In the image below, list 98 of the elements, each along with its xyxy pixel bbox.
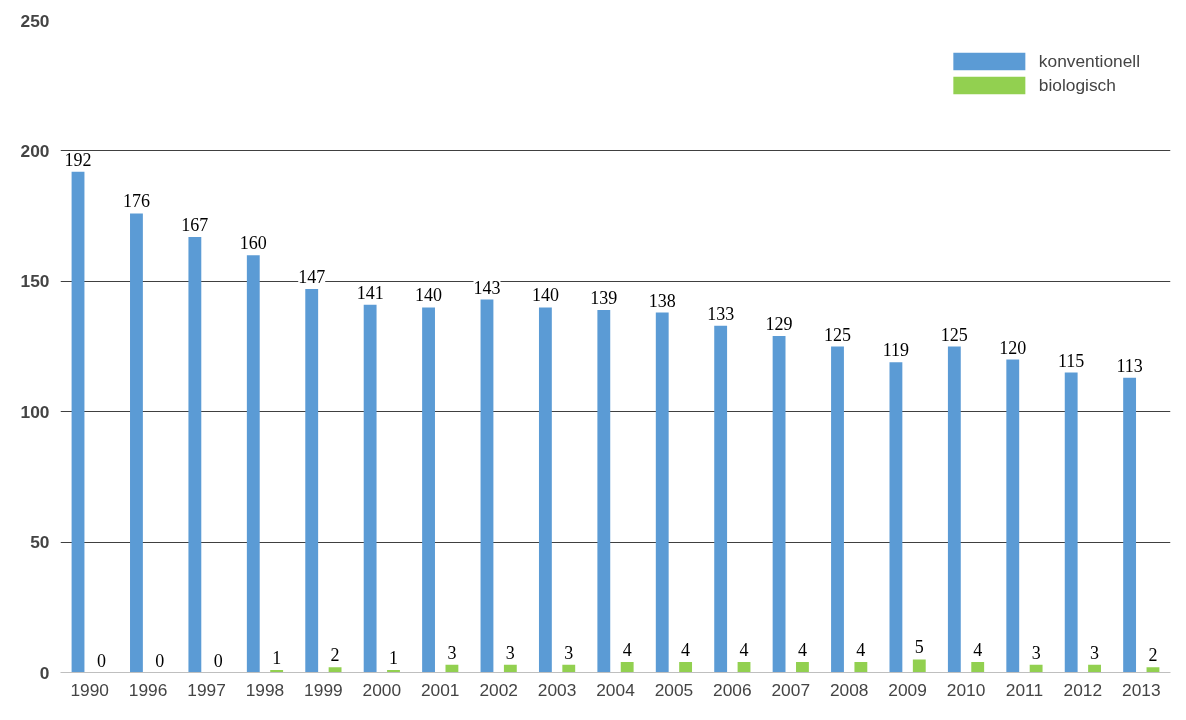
data-label: 143 — [473, 277, 501, 298]
bar — [714, 325, 728, 673]
data-label: 2 — [330, 645, 340, 666]
data-label: 0 — [96, 650, 106, 671]
bar — [503, 664, 517, 673]
data-label: 0 — [213, 650, 223, 671]
bar — [772, 336, 786, 673]
y-tick-label: 50 — [30, 532, 50, 553]
data-label: 5 — [914, 637, 924, 658]
data-label: 160 — [239, 233, 267, 254]
x-tick-label: 2006 — [713, 679, 752, 700]
x-tick-label: 2003 — [537, 679, 577, 700]
bar — [620, 662, 634, 673]
bar — [71, 171, 85, 673]
x-tick-label: 2004 — [596, 679, 636, 700]
data-label: 125 — [940, 324, 968, 345]
data-label: 4 — [973, 640, 983, 661]
x-tick-label: 2011 — [1005, 679, 1044, 700]
data-label: 140 — [415, 285, 443, 306]
x-tick-label: 2008 — [829, 679, 869, 700]
bar — [889, 362, 903, 673]
x-tick-label: 2001 — [420, 679, 460, 700]
bar — [562, 664, 576, 673]
bar — [305, 289, 319, 673]
bar — [655, 312, 669, 673]
x-tick-label: 1996 — [128, 679, 168, 700]
data-label: 3 — [505, 642, 515, 663]
legend-label: konventionell — [1038, 50, 1140, 72]
y-tick-label: 250 — [20, 10, 50, 31]
data-label: 1 — [389, 647, 398, 668]
data-label: 167 — [181, 214, 209, 235]
data-label: 0 — [155, 650, 165, 671]
data-label: 4 — [856, 640, 866, 661]
bar — [597, 309, 611, 673]
x-tick-label: 2013 — [1122, 679, 1161, 700]
bar — [737, 662, 751, 673]
data-label: 139 — [590, 287, 618, 308]
data-label: 4 — [797, 640, 807, 661]
data-label: 3 — [447, 642, 457, 663]
bar — [246, 255, 260, 673]
bar — [947, 346, 961, 673]
y-tick-label: 150 — [20, 271, 50, 292]
bar — [445, 664, 459, 673]
data-label: 115 — [1058, 350, 1085, 371]
data-label: 138 — [648, 290, 676, 311]
x-tick-label: 1990 — [70, 679, 109, 700]
x-tick-label: 2012 — [1063, 679, 1103, 700]
bar — [538, 307, 552, 673]
bar — [912, 659, 926, 673]
data-label: 1 — [272, 647, 282, 668]
bar — [422, 307, 435, 673]
bar — [188, 236, 202, 673]
x-tick-label: 2009 — [888, 679, 927, 700]
data-label: 3 — [1090, 642, 1100, 663]
y-tick-label: 0 — [39, 662, 50, 683]
bar — [971, 662, 985, 673]
data-label: 2 — [1148, 645, 1158, 666]
data-label: 4 — [622, 640, 632, 661]
x-tick-label: 1998 — [245, 679, 285, 700]
bar — [363, 304, 377, 673]
bar — [1064, 372, 1078, 673]
data-label: 3 — [564, 642, 574, 663]
data-label: 113 — [1116, 355, 1143, 376]
bar — [1123, 377, 1137, 673]
data-label: 133 — [707, 303, 735, 324]
data-label: 140 — [531, 285, 559, 306]
data-label: 4 — [739, 640, 749, 661]
x-tick-label: 2005 — [654, 679, 694, 700]
bar — [1088, 664, 1101, 673]
data-label: 129 — [765, 314, 793, 335]
bar — [796, 662, 809, 673]
bar — [854, 662, 868, 673]
bar — [831, 346, 844, 673]
data-label: 176 — [122, 191, 150, 212]
data-label: 4 — [681, 640, 691, 661]
x-tick-label: 2002 — [479, 679, 518, 700]
bar — [130, 213, 143, 673]
bar — [1146, 667, 1160, 673]
bar — [480, 299, 494, 673]
bar — [679, 662, 693, 673]
y-tick-label: 200 — [20, 140, 50, 161]
data-label: 120 — [999, 337, 1027, 358]
bar — [1006, 359, 1020, 673]
bar — [1029, 664, 1043, 673]
y-tick-label: 100 — [20, 401, 50, 422]
bar — [328, 667, 342, 673]
data-label: 119 — [882, 340, 910, 361]
x-tick-label: 1999 — [304, 679, 343, 700]
x-tick-label: 2010 — [946, 679, 986, 700]
data-label: 3 — [1031, 642, 1041, 663]
data-label: 147 — [298, 267, 326, 288]
x-tick-label: 1997 — [187, 679, 226, 700]
data-label: 192 — [64, 149, 92, 170]
x-tick-label: 2007 — [771, 679, 811, 700]
data-label: 141 — [356, 282, 384, 303]
data-label: 125 — [824, 324, 851, 345]
legend-label: biologisch — [1038, 74, 1116, 96]
x-tick-label: 2000 — [362, 679, 402, 700]
